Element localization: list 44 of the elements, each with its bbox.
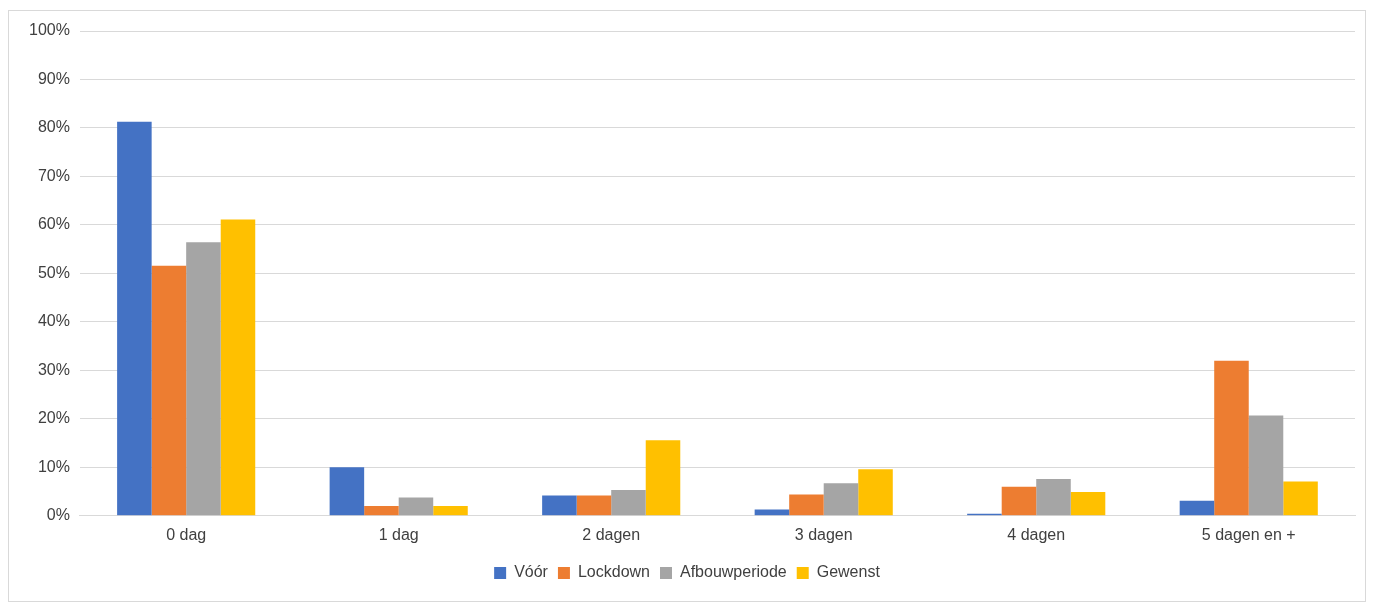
legend-label: Gewenst — [816, 563, 881, 581]
y-tick-label: 50% — [37, 263, 70, 281]
y-tick-label: 0% — [46, 506, 70, 524]
legend-label: Vóór — [514, 563, 549, 581]
bar — [186, 242, 221, 516]
bar — [754, 509, 790, 516]
bar — [151, 265, 187, 516]
bar — [1214, 360, 1249, 516]
bar — [542, 495, 577, 516]
bar — [823, 483, 859, 516]
bar — [1248, 415, 1284, 516]
y-tick-label: 10% — [37, 457, 70, 475]
bar — [576, 495, 612, 516]
y-tick-label: 20% — [37, 409, 70, 427]
x-tick-label: 4 dagen — [1007, 525, 1066, 543]
bar — [364, 506, 399, 516]
bar — [398, 497, 434, 516]
x-tick-label: 3 dagen — [794, 525, 853, 543]
legend-label: Afbouwperiode — [679, 563, 787, 581]
bar — [329, 467, 365, 516]
bar — [611, 490, 646, 516]
bar — [645, 440, 681, 516]
y-tick-label: 70% — [37, 166, 70, 184]
y-tick-label: 80% — [37, 118, 70, 136]
bar — [1070, 492, 1106, 516]
bar — [433, 506, 468, 516]
bar — [1283, 481, 1318, 516]
bar — [1036, 478, 1071, 516]
bar — [117, 121, 152, 516]
y-tick-label: 60% — [37, 215, 70, 233]
bar — [220, 219, 256, 516]
bar — [789, 494, 824, 516]
y-tick-label: 30% — [37, 360, 70, 378]
y-tick-label: 40% — [37, 312, 70, 330]
bar — [1001, 486, 1037, 516]
x-tick-label: 2 dagen — [582, 525, 641, 543]
y-tick-label: 90% — [37, 69, 70, 87]
y-tick-label: 100% — [29, 21, 70, 39]
x-tick-label: 5 dagen en + — [1201, 525, 1296, 543]
x-tick-label: 1 dag — [378, 525, 419, 543]
bar — [1179, 500, 1215, 516]
legend-label: Lockdown — [577, 563, 650, 581]
x-tick-label: 0 dag — [166, 525, 207, 543]
bar — [858, 469, 893, 516]
